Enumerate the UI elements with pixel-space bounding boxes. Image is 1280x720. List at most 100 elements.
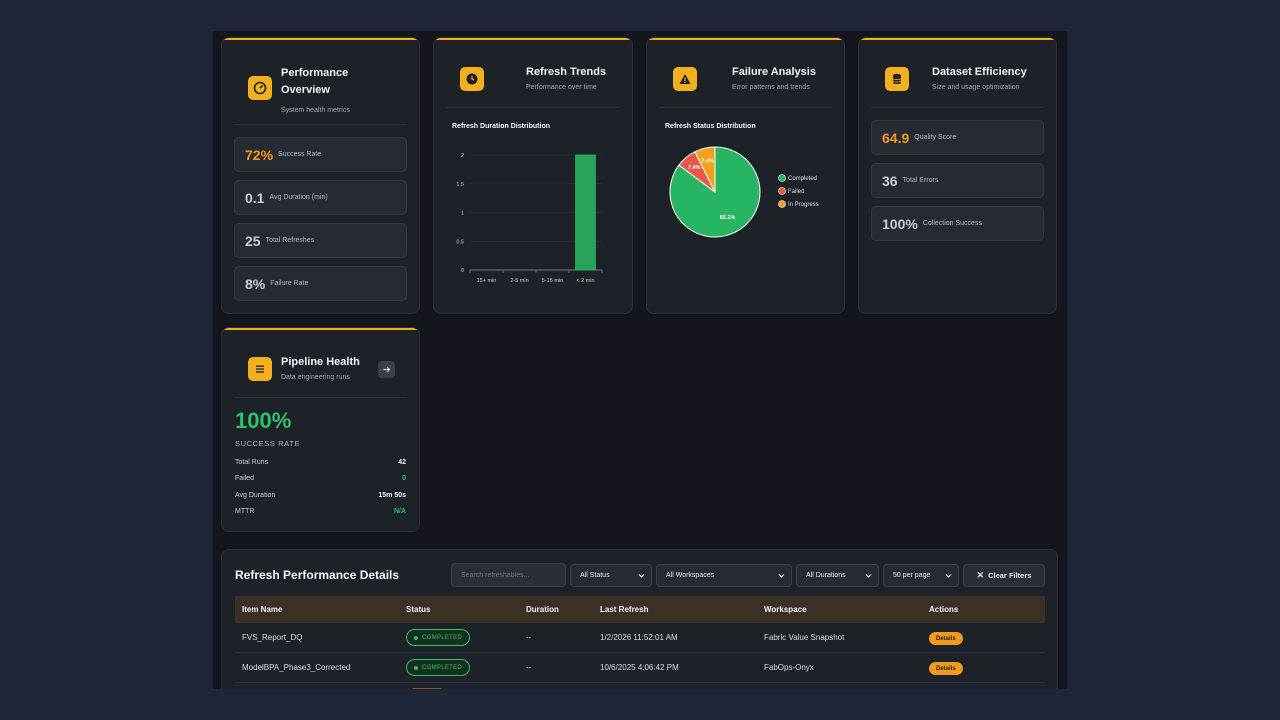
success-rate-value: 100% (235, 408, 292, 433)
per-page-select[interactable]: 50 per page (883, 564, 959, 587)
column-header[interactable]: Last Refresh (600, 605, 649, 614)
card-title: Performance Overview (281, 67, 349, 96)
status-badge: COMPLETED (406, 629, 471, 646)
close-icon: ✕ (976, 570, 985, 580)
panel-title: Refresh Performance Details (235, 568, 400, 582)
table-row-partial (412, 688, 442, 689)
legend-label: In Progress (788, 202, 819, 208)
list-icon (248, 357, 272, 381)
slice-label: 7.4% (688, 165, 701, 171)
legend-swatch (778, 187, 786, 195)
clear-filters-button[interactable]: ✕ Clear Filters (963, 564, 1045, 587)
avg-duration-row: Avg Duration 15m 50s (235, 492, 406, 499)
slice-label: 85.2% (720, 215, 736, 221)
card-subtitle: Size and usage optimization (932, 84, 1020, 91)
refresh-trends-card: Refresh Trends Performance over time Ref… (433, 37, 633, 314)
refresh-details-panel: Refresh Performance Details All Status A… (221, 549, 1058, 689)
chart-title: Refresh Status Distribution (665, 123, 756, 130)
workspace-filter[interactable]: All Workspaces (656, 564, 792, 587)
warning-icon (673, 67, 697, 91)
x-tick-label: < 2 min (576, 278, 594, 284)
card-divider (446, 107, 620, 108)
item-name: FVS_Report_DQ (242, 633, 303, 642)
metric-total-refreshes: 25 Total Refreshes (234, 223, 407, 258)
card-divider (659, 107, 832, 108)
card-title: Dataset Efficiency (932, 66, 1027, 78)
arrow-right-icon (383, 366, 391, 373)
y-tick-label: 0 (461, 268, 464, 274)
slice-label: 7.4% (701, 158, 714, 164)
legend-swatch (778, 174, 786, 182)
item-name: ModelBPA_Phase3_Corrected (242, 663, 351, 672)
status-badge: COMPLETED (406, 659, 471, 676)
card-subtitle: Data engineering runs (281, 374, 350, 381)
total-runs-row: Total Runs 42 (235, 459, 406, 466)
performance-overview-card: Performance Overview System health metri… (221, 37, 420, 314)
y-tick-label: 1 (461, 211, 464, 217)
failure-analysis-card: Failure Analysis Error patterns and tren… (646, 37, 845, 314)
legend-label: Completed (788, 176, 817, 182)
legend-swatch (778, 200, 786, 208)
metric-collection-success: 100% Collection Success (871, 206, 1044, 241)
x-tick-label: 2-5 min (510, 278, 528, 284)
column-header[interactable]: Duration (526, 605, 559, 614)
status-filter[interactable]: All Status (570, 564, 652, 587)
metric-avg-duration: 0.1 Avg Duration (min) (234, 180, 407, 215)
failed-row: Failed 0 (235, 475, 406, 482)
card-subtitle: Performance over time (526, 84, 597, 91)
chevron-down-icon (638, 574, 645, 578)
details-button[interactable]: Details (929, 662, 963, 675)
card-divider (234, 397, 407, 398)
x-tick-label: 15+ min (477, 278, 497, 284)
card-title: Failure Analysis (732, 66, 816, 78)
clock-icon (460, 67, 484, 91)
card-divider (234, 124, 407, 125)
metric-quality-score: 64.9 Quality Score (871, 120, 1044, 155)
metric-total-errors: 36 Total Errors (871, 163, 1044, 198)
status-pie-chart: 85.2% 7.4%7.4% Completed Failed In Progress (669, 146, 819, 238)
card-divider (871, 107, 1044, 108)
last-refresh-cell: 10/6/2025 4:06:42 PM (600, 663, 679, 672)
table-row[interactable]: FVS_Report_DQ COMPLETED -- 1/2/2026 11:5… (235, 623, 1045, 653)
duration-cell: -- (526, 633, 532, 642)
chart-title: Refresh Duration Distribution (452, 123, 551, 130)
chevron-down-icon (865, 574, 872, 578)
details-button[interactable]: Details (929, 632, 963, 645)
column-header[interactable]: Status (406, 605, 431, 614)
duration-cell: -- (526, 663, 532, 672)
column-header[interactable]: Item Name (242, 605, 283, 614)
success-rate-label: SUCCESS RATE (235, 439, 300, 448)
y-tick-label: 2 (461, 153, 464, 159)
metric-failure-rate: 8% Failure Rate (234, 266, 407, 301)
y-tick-label: 0.5 (456, 239, 464, 245)
bar (575, 154, 596, 271)
card-subtitle: Error patterns and trends (732, 84, 810, 91)
database-icon (885, 67, 909, 91)
gauge-icon (248, 76, 272, 100)
card-title: Refresh Trends (526, 66, 607, 78)
dataset-efficiency-card: Dataset Efficiency Size and usage optimi… (858, 37, 1057, 314)
open-pipeline-button[interactable] (378, 361, 395, 378)
pie-slice (694, 146, 716, 193)
mttr-row: MTTR N/A (235, 508, 406, 515)
duration-bar-chart: 0 0.5 1 1.5 2 15+ min 2-5 min 5-15 min < 2 min (456, 153, 603, 284)
card-title: Pipeline Health (281, 356, 360, 368)
column-header[interactable]: Workspace (764, 605, 807, 614)
table-row[interactable]: ModelBPA_Phase3_Corrected COMPLETED -- 1… (235, 653, 1045, 683)
table-header: Item Name Status Duration Last Refresh W… (235, 596, 1045, 623)
workspace-cell: Fabric Value Snapshot (764, 633, 845, 642)
y-tick-label: 1.5 (456, 182, 464, 188)
metric-success-rate: 72% Success Rate (234, 137, 407, 172)
chevron-down-icon (945, 574, 952, 578)
workspace-cell: FabOps-Onyx (764, 663, 814, 672)
dashboard: Performance Overview System health metri… (213, 31, 1067, 689)
last-refresh-cell: 1/2/2026 11:52:01 AM (600, 633, 678, 642)
search-input[interactable] (451, 563, 566, 587)
x-tick-label: 5-15 min (542, 278, 563, 284)
pipeline-health-card: Pipeline Health Data engineering runs 10… (221, 327, 420, 532)
legend-label: Failed (788, 189, 804, 195)
chevron-down-icon (778, 574, 785, 578)
column-header[interactable]: Actions (929, 605, 959, 614)
card-subtitle: System health metrics (281, 107, 350, 114)
duration-filter[interactable]: All Durations (796, 564, 879, 587)
